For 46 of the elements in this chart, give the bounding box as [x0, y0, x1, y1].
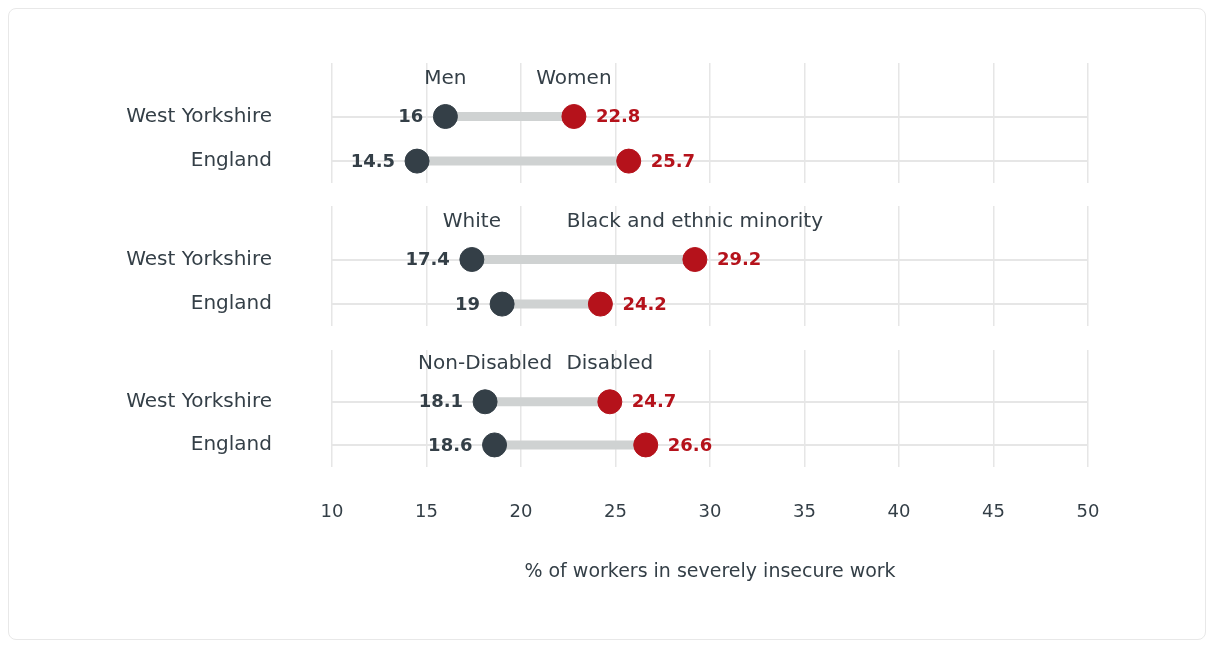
x-tick-label: 10 — [320, 499, 344, 521]
y-tick-label: West Yorkshire — [126, 245, 272, 270]
point — [472, 389, 498, 415]
data-label: 14.5 — [350, 149, 396, 171]
point — [561, 104, 587, 130]
point — [489, 291, 515, 317]
data-label: 17.4 — [405, 248, 450, 270]
series-label: Non-Disabled — [418, 349, 553, 374]
y-tick-label: England — [190, 147, 272, 172]
x-tick-label: 25 — [604, 499, 627, 521]
series-label: Women — [536, 64, 612, 89]
data-label: 24.2 — [622, 292, 667, 314]
data-label: 18.6 — [428, 433, 473, 455]
x-tick-label: 40 — [887, 499, 911, 521]
x-tick-label: 30 — [698, 499, 722, 521]
y-tick-label: West Yorkshire — [126, 387, 272, 412]
point — [432, 104, 458, 130]
x-axis-title: % of workers in severely insecure work — [524, 558, 896, 581]
series-label: White — [442, 207, 501, 232]
x-tick-label: 45 — [982, 499, 1005, 521]
point — [587, 291, 613, 317]
point — [597, 389, 623, 415]
series-label: Black and ethnic minority — [566, 207, 824, 232]
point — [616, 148, 642, 174]
x-tick-label: 15 — [415, 499, 438, 521]
data-label: 26.6 — [667, 433, 713, 455]
y-tick-label: England — [190, 431, 272, 456]
point — [459, 247, 485, 273]
y-tick-label: England — [190, 290, 272, 315]
data-label: 22.8 — [595, 105, 641, 127]
data-label: 19 — [455, 292, 481, 314]
point — [482, 432, 508, 458]
x-tick-label: 20 — [509, 499, 533, 521]
data-label: 29.2 — [716, 248, 762, 270]
data-label: 24.7 — [631, 390, 677, 412]
x-tick-label: 50 — [1076, 499, 1100, 521]
data-label: 16 — [398, 105, 424, 127]
point — [682, 247, 708, 273]
data-label: 18.1 — [418, 390, 464, 412]
point — [404, 148, 430, 174]
series-label: Men — [424, 64, 467, 89]
x-tick-label: 35 — [793, 499, 816, 521]
series-label: Disabled — [566, 349, 654, 374]
data-label: 25.7 — [650, 149, 696, 171]
y-tick-label: West Yorkshire — [126, 102, 272, 127]
point — [633, 432, 659, 458]
